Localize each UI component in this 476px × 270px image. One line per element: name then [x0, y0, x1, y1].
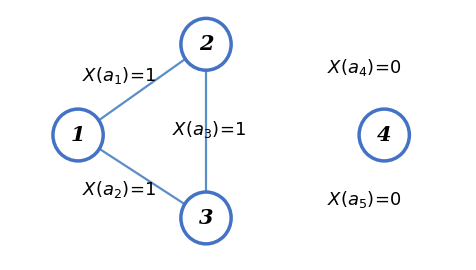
- Text: $\mathit{X}(\mathit{a}_{1})\!=\!1$: $\mathit{X}(\mathit{a}_{1})\!=\!1$: [82, 65, 157, 86]
- Ellipse shape: [53, 109, 103, 161]
- Text: $\mathit{X}(\mathit{a}_{5})\!=\!0$: $\mathit{X}(\mathit{a}_{5})\!=\!0$: [327, 189, 402, 210]
- Text: $\mathit{X}(\mathit{a}_{2})\!=\!1$: $\mathit{X}(\mathit{a}_{2})\!=\!1$: [82, 179, 157, 200]
- Ellipse shape: [359, 109, 409, 161]
- Text: 4: 4: [377, 125, 391, 145]
- Text: 1: 1: [71, 125, 85, 145]
- Text: 2: 2: [199, 34, 213, 54]
- Text: 3: 3: [199, 208, 213, 228]
- Text: $\mathit{X}(\mathit{a}_{3})\!=\!1$: $\mathit{X}(\mathit{a}_{3})\!=\!1$: [172, 119, 247, 140]
- Ellipse shape: [181, 192, 231, 244]
- Ellipse shape: [181, 18, 231, 70]
- Text: $\mathit{X}(\mathit{a}_{4})\!=\!0$: $\mathit{X}(\mathit{a}_{4})\!=\!0$: [327, 57, 402, 78]
